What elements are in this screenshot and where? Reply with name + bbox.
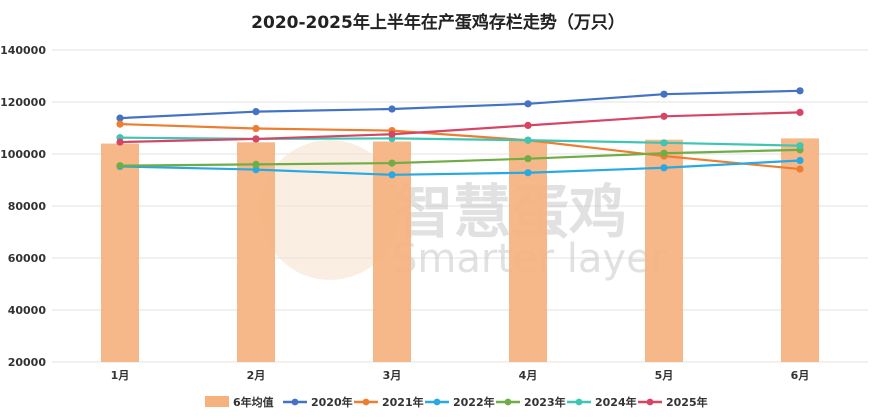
watermark-logo-icon — [260, 140, 400, 280]
y-tick-label: 140000 — [0, 44, 46, 57]
line-layer — [116, 87, 804, 179]
bar — [509, 141, 547, 362]
axis-layer: 20000 40000 60000 80000 100000 120000 140000 1月… — [0, 44, 809, 382]
bar — [781, 138, 819, 362]
data-point — [116, 138, 124, 146]
legend-marker — [433, 398, 441, 406]
y-tick-label: 40000 — [8, 304, 47, 317]
legend-marker — [646, 398, 654, 406]
legend: 6年均值 2020年 2021年 2022年 2023年 2024年 2025年 — [205, 395, 708, 409]
data-point — [524, 169, 532, 177]
data-point — [388, 130, 396, 138]
data-point — [796, 156, 804, 165]
data-point — [524, 100, 532, 108]
legend-label: 2023年 — [524, 395, 566, 409]
data-point — [796, 87, 804, 95]
chart-title: 2020-2025年上半年在产蛋鸡存栏走势（万只） — [251, 12, 625, 33]
data-point — [660, 90, 668, 98]
x-tick-label: 4月 — [519, 369, 538, 382]
data-point — [660, 149, 668, 157]
bar — [101, 143, 139, 362]
y-tick-label: 120000 — [0, 96, 46, 109]
data-point — [796, 142, 804, 150]
data-point — [116, 114, 124, 122]
legend-marker — [291, 398, 299, 406]
data-point — [660, 112, 668, 120]
y-tick-label: 60000 — [8, 252, 47, 265]
series-line — [119, 148, 801, 167]
x-tick-label: 2月 — [247, 369, 266, 382]
data-point — [116, 162, 124, 170]
legend-marker — [504, 398, 512, 406]
data-point — [388, 159, 396, 167]
legend-marker — [362, 398, 370, 406]
legend-label: 2021年 — [382, 395, 424, 409]
data-point — [660, 164, 668, 172]
legend-marker — [575, 398, 583, 406]
legend-swatch — [205, 396, 229, 407]
data-point — [252, 135, 260, 143]
y-tick-label: 80000 — [8, 200, 47, 213]
y-tick-label: 100000 — [0, 148, 46, 161]
data-point — [252, 166, 260, 174]
data-point — [116, 120, 124, 128]
legend-label: 2022年 — [453, 395, 495, 409]
data-point — [796, 108, 804, 116]
x-tick-label: 5月 — [655, 369, 674, 382]
grid-layer — [52, 49, 868, 363]
data-point — [388, 171, 396, 179]
data-point — [660, 139, 668, 147]
series-line — [119, 123, 801, 171]
data-point — [252, 160, 260, 168]
x-tick-label: 6月 — [791, 369, 810, 382]
x-tick-label: 1月 — [111, 369, 130, 382]
series-line — [119, 159, 801, 176]
x-tick-label: 3月 — [383, 369, 402, 382]
series-line — [119, 111, 801, 144]
data-point — [252, 124, 260, 133]
data-point — [524, 155, 532, 163]
data-point — [252, 108, 260, 116]
legend-label: 6年均值 — [233, 395, 274, 409]
legend-label: 2024年 — [595, 395, 637, 409]
data-point — [388, 105, 396, 113]
series-line — [119, 89, 801, 120]
bar — [237, 142, 275, 362]
legend-label: 2025年 — [666, 395, 708, 409]
data-point — [524, 136, 532, 144]
legend-label: 2020年 — [311, 395, 353, 409]
bar — [645, 139, 683, 362]
data-point — [796, 165, 804, 173]
data-point — [524, 121, 532, 129]
y-tick-label: 20000 — [8, 356, 47, 369]
